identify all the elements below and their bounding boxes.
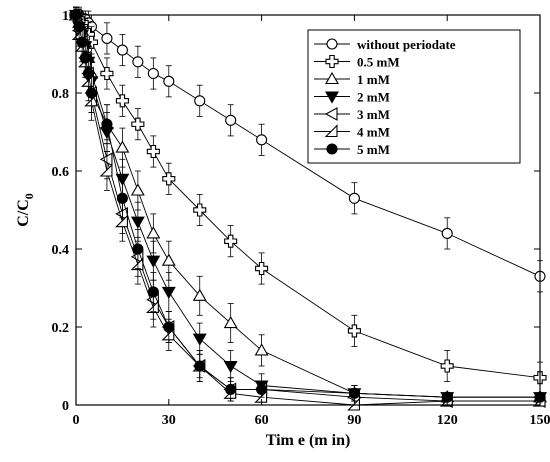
plot-frame bbox=[75, 14, 541, 406]
data-point bbox=[223, 315, 238, 329]
legend: without periodate 0.5 mM 1 mM 2 mM 3 mM 4 mM 5… bbox=[307, 29, 521, 164]
data-point bbox=[224, 234, 238, 248]
legend-label: without periodate bbox=[357, 37, 456, 52]
data-point bbox=[163, 321, 175, 333]
legend-item-7: 5 mM bbox=[314, 142, 390, 157]
x-tick-label: 90 bbox=[347, 413, 361, 428]
x-axis-title: Tim e (m in) bbox=[266, 432, 351, 449]
data-point bbox=[193, 203, 207, 217]
legend-label: 1 mM bbox=[357, 72, 390, 87]
y-axis-title-main: C/C bbox=[15, 199, 32, 227]
axes-layer: 0 30 60 90 120 150 0 0.2 0.4 0.6 0.8 1 bbox=[52, 9, 550, 428]
data-point bbox=[440, 359, 454, 373]
data-point bbox=[192, 288, 207, 301]
y-tick-label: 0.6 bbox=[52, 165, 70, 180]
x-tick-label: 0 bbox=[73, 413, 80, 428]
y-tick-label: 0.8 bbox=[52, 87, 70, 102]
data-point bbox=[115, 94, 129, 108]
data-point bbox=[116, 192, 128, 204]
data-point bbox=[81, 73, 94, 87]
legend-marker bbox=[326, 38, 338, 50]
data-point bbox=[101, 32, 113, 44]
legend-item-5: 3 mM bbox=[314, 107, 390, 122]
legend-label: 3 mM bbox=[357, 107, 390, 122]
x-tick-label: 150 bbox=[530, 413, 550, 428]
legend-label: 5 mM bbox=[357, 142, 390, 157]
data-point bbox=[147, 286, 159, 298]
data-point bbox=[82, 67, 94, 80]
x-tick-label: 120 bbox=[437, 413, 458, 428]
x-tick-label: 30 bbox=[162, 413, 176, 428]
legend-marker bbox=[325, 91, 339, 104]
data-point bbox=[194, 360, 206, 372]
data-point bbox=[101, 118, 113, 130]
legend-label: 4 mM bbox=[357, 125, 390, 140]
data-point bbox=[146, 144, 160, 159]
y-tick-label: 0.4 bbox=[52, 243, 70, 258]
y-axis-title-subscript: 0 bbox=[22, 193, 36, 199]
data-point bbox=[99, 152, 113, 167]
data-point bbox=[163, 75, 175, 87]
y-tick-label: 1 bbox=[62, 9, 69, 24]
data-point bbox=[225, 383, 237, 395]
data-point bbox=[115, 140, 130, 153]
legend-marker bbox=[326, 143, 338, 155]
data-point bbox=[79, 52, 91, 64]
legend-marker bbox=[325, 54, 339, 69]
legend-item-3: 1 mM bbox=[314, 71, 390, 87]
data-point bbox=[130, 216, 145, 229]
data-point bbox=[256, 134, 268, 146]
data-point bbox=[131, 117, 145, 131]
data-point bbox=[348, 192, 360, 204]
data-point bbox=[225, 114, 237, 126]
data-point bbox=[132, 56, 144, 68]
data-point bbox=[194, 95, 206, 107]
data-point bbox=[347, 324, 361, 338]
data-point bbox=[99, 163, 113, 177]
data-point bbox=[146, 226, 161, 239]
legend-item-1: without periodate bbox=[314, 37, 456, 52]
data-point bbox=[132, 243, 144, 255]
x-tick-label: 60 bbox=[255, 413, 269, 428]
legend-label: 0.5 mM bbox=[357, 55, 400, 70]
data-point bbox=[116, 44, 128, 56]
legend-marker bbox=[324, 124, 338, 138]
data-point bbox=[192, 333, 207, 346]
data-point bbox=[146, 255, 161, 268]
data-point bbox=[146, 300, 159, 314]
data-point bbox=[162, 172, 176, 186]
data-point bbox=[254, 343, 269, 356]
legend-item-6: 4 mM bbox=[314, 124, 390, 140]
data-point bbox=[85, 87, 98, 99]
y-tick-label: 0.2 bbox=[52, 321, 70, 336]
data-point bbox=[256, 383, 268, 395]
legend-label: 2 mM bbox=[357, 90, 390, 105]
legend-item-4: 2 mM bbox=[314, 90, 390, 105]
data-point bbox=[161, 253, 176, 266]
data-point bbox=[115, 214, 128, 228]
data-point bbox=[223, 360, 238, 374]
data-point bbox=[147, 67, 159, 80]
legend-item-2: 0.5 mM bbox=[314, 55, 400, 70]
y-axis-title: C/C0 bbox=[15, 193, 36, 227]
data-point bbox=[161, 286, 176, 300]
legend-marker bbox=[324, 107, 338, 121]
legend-marker bbox=[325, 71, 339, 85]
data-point bbox=[348, 387, 360, 399]
data-point bbox=[255, 261, 269, 276]
data-point bbox=[441, 227, 453, 239]
data-point bbox=[76, 36, 88, 48]
series-layer bbox=[68, 6, 547, 411]
data-point bbox=[100, 66, 114, 81]
y-tick-label: 0 bbox=[62, 399, 69, 414]
data-point bbox=[130, 183, 145, 196]
series-7 bbox=[70, 6, 546, 403]
